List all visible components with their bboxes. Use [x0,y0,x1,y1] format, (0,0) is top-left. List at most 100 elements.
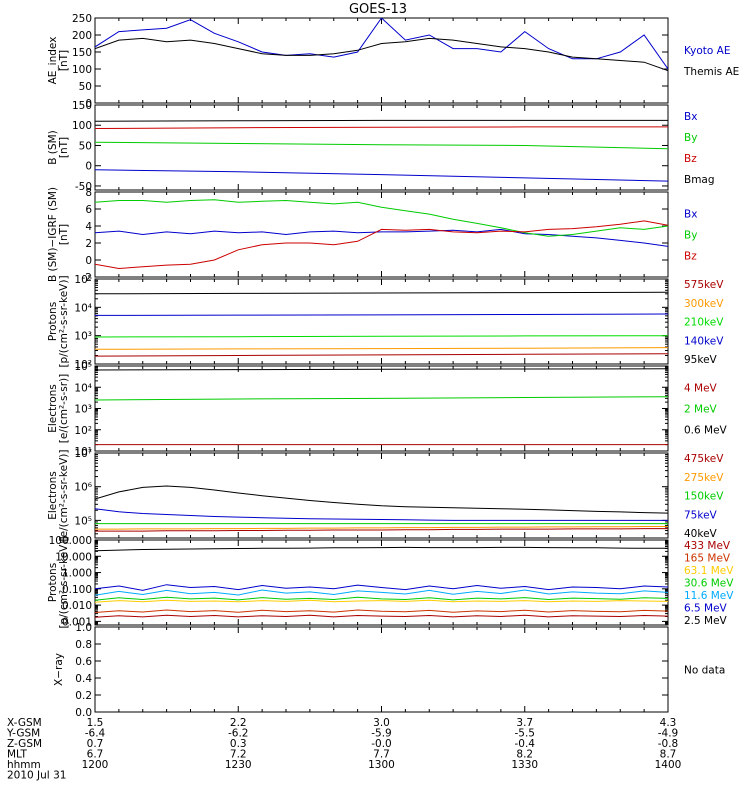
y-axis-label-line: [nT] [58,224,70,245]
y-axis-label: AE_index[nT] [47,37,70,85]
legend-entry: 0.6 MeV [684,425,728,437]
y-axis-label: Protons[p/(cm²-s-sr-keV)] [47,536,70,628]
legend-entry: Themis AE [683,66,739,78]
series-line [95,335,668,338]
footer-value: -4.9 [658,728,679,740]
y-tick-label: 10⁵ [74,274,92,286]
footer-value: -5.9 [371,728,392,740]
series-group [95,18,668,72]
y-axis-label-line: [e/(cm²-s-sr-keV)] [58,450,70,542]
panel-frame [94,17,669,104]
y-tick-label: 10⁷ [74,448,92,460]
panel-8: 0.0 0.2 0.4 0.6 0.8 1.0 X−ray No data [53,622,725,719]
y-tick-label: 50 [79,140,92,152]
y-axis-label-line: AE_index [47,37,59,85]
legend-entry: 2.5 MeV [684,615,728,627]
y-tick-label: 200 [72,30,92,42]
footer-value: -6.4 [85,728,106,740]
series-line [95,199,668,237]
footer-value: 1.5 [87,717,104,729]
y-tick-label: 250 [72,13,92,25]
series-line [95,18,668,70]
footer-value: 2.2 [230,717,247,729]
series-line [95,169,668,182]
y-tick-label: 0.8 [75,639,92,651]
series-group [95,485,668,532]
y-tick-label: 0.0 [75,707,92,719]
y-tick-label: 10⁴ [74,382,92,394]
footer-row-label: Z-GSM [7,738,42,750]
y-axis-label: B (SM)[nT] [47,130,70,164]
series-line [95,220,668,270]
legend-entry: 300keV [684,298,724,310]
legend-entry: 575keV [684,279,724,291]
y-tick-label: 1.000 [62,568,92,580]
panel-frame [94,365,669,452]
footer-value: 4.3 [660,717,677,729]
series-group [95,546,668,618]
legend-entry: 30.6 MeV [684,578,734,590]
legend-entry: 11.6 MeV [684,590,734,602]
figure-title: GOES-13 [349,2,407,17]
panel-2: -50 0 50 100 150 B (SM)[nT] Bx By Bz Bmag [47,100,715,193]
panel-frame [94,278,669,365]
legend-entry: Bx [684,209,697,221]
y-tick-label: 10⁴ [74,302,92,314]
y-tick-label: 0.6 [75,656,92,668]
series-line [95,596,668,601]
series-line [95,609,668,613]
legend-entry: 210keV [684,317,724,329]
y-tick-label: -50 [75,181,92,193]
footer-value: -0.4 [515,738,536,750]
series-line [95,396,668,401]
footer-value: 7.2 [230,749,247,761]
y-tick-label: 4 [85,221,92,233]
series-line [95,347,668,350]
y-axis-label-line: [nT] [58,137,70,158]
footer-value: 8.2 [516,749,533,761]
y-tick-label: 10⁵ [74,361,92,373]
panel-frame [94,104,669,191]
y-tick-label: 0.001 [62,616,92,628]
series-line [95,508,668,521]
series-group [95,291,668,357]
panel-frame [94,626,669,713]
legend-entry: 40keV [684,528,718,540]
y-tick-label: 0.010 [62,600,92,612]
series-group [95,119,668,182]
y-tick-label: 0.4 [75,673,92,685]
y-tick-label: 0.2 [75,690,92,702]
footer-value: 3.7 [516,717,533,729]
series-line [95,126,668,129]
y-axis-label-line: [e/(cm²-s-sr)] [58,374,70,443]
y-axis-label: Electrons[e/(cm²-s-sr-keV)] [47,450,70,542]
panel-frame [94,539,669,626]
series-line [95,368,668,371]
legend-entry: 150keV [684,491,724,503]
footer-value: -0.0 [371,738,392,750]
footer-date: 2010 Jul 31 [7,770,66,782]
legend-entry: 2 MeV [684,404,718,416]
footer-value: -6.2 [228,728,249,740]
panel-4: 10² 10³ 10⁴ 10⁵ Protons[p/(cm²-s-sr-keV)] 575… [47,274,724,371]
y-tick-label: 150 [72,47,92,59]
footer-value: 1300 [368,759,395,771]
y-axis-label-line: [p/(cm²-s-sr-keV)] [58,536,70,628]
y-tick-label: 2 [85,238,92,250]
legend-entry: 475keV [684,453,724,465]
legend-entry: 4 MeV [684,383,718,395]
y-tick-label: 10¹ [74,446,92,458]
series-line [95,599,668,603]
series-line [95,526,668,530]
y-tick-label: 10³ [74,404,92,416]
footer-row-label: Y-GSM [6,728,40,740]
y-axis-label-line: Electrons [47,471,59,520]
legend-entry: By [684,230,697,242]
y-tick-label: 10³ [74,331,92,343]
y-axis-label-line: [nT] [58,50,70,71]
legend-entry: 75keV [684,509,718,521]
panel-3: -2 0 2 4 6 8 B (SM)−IGRF (SM)[nT] Bx By Bz [47,187,697,284]
footer-value: 0.7 [87,738,104,750]
y-axis-label-line: Protons [47,563,59,602]
footer-value: 3.0 [373,717,390,729]
